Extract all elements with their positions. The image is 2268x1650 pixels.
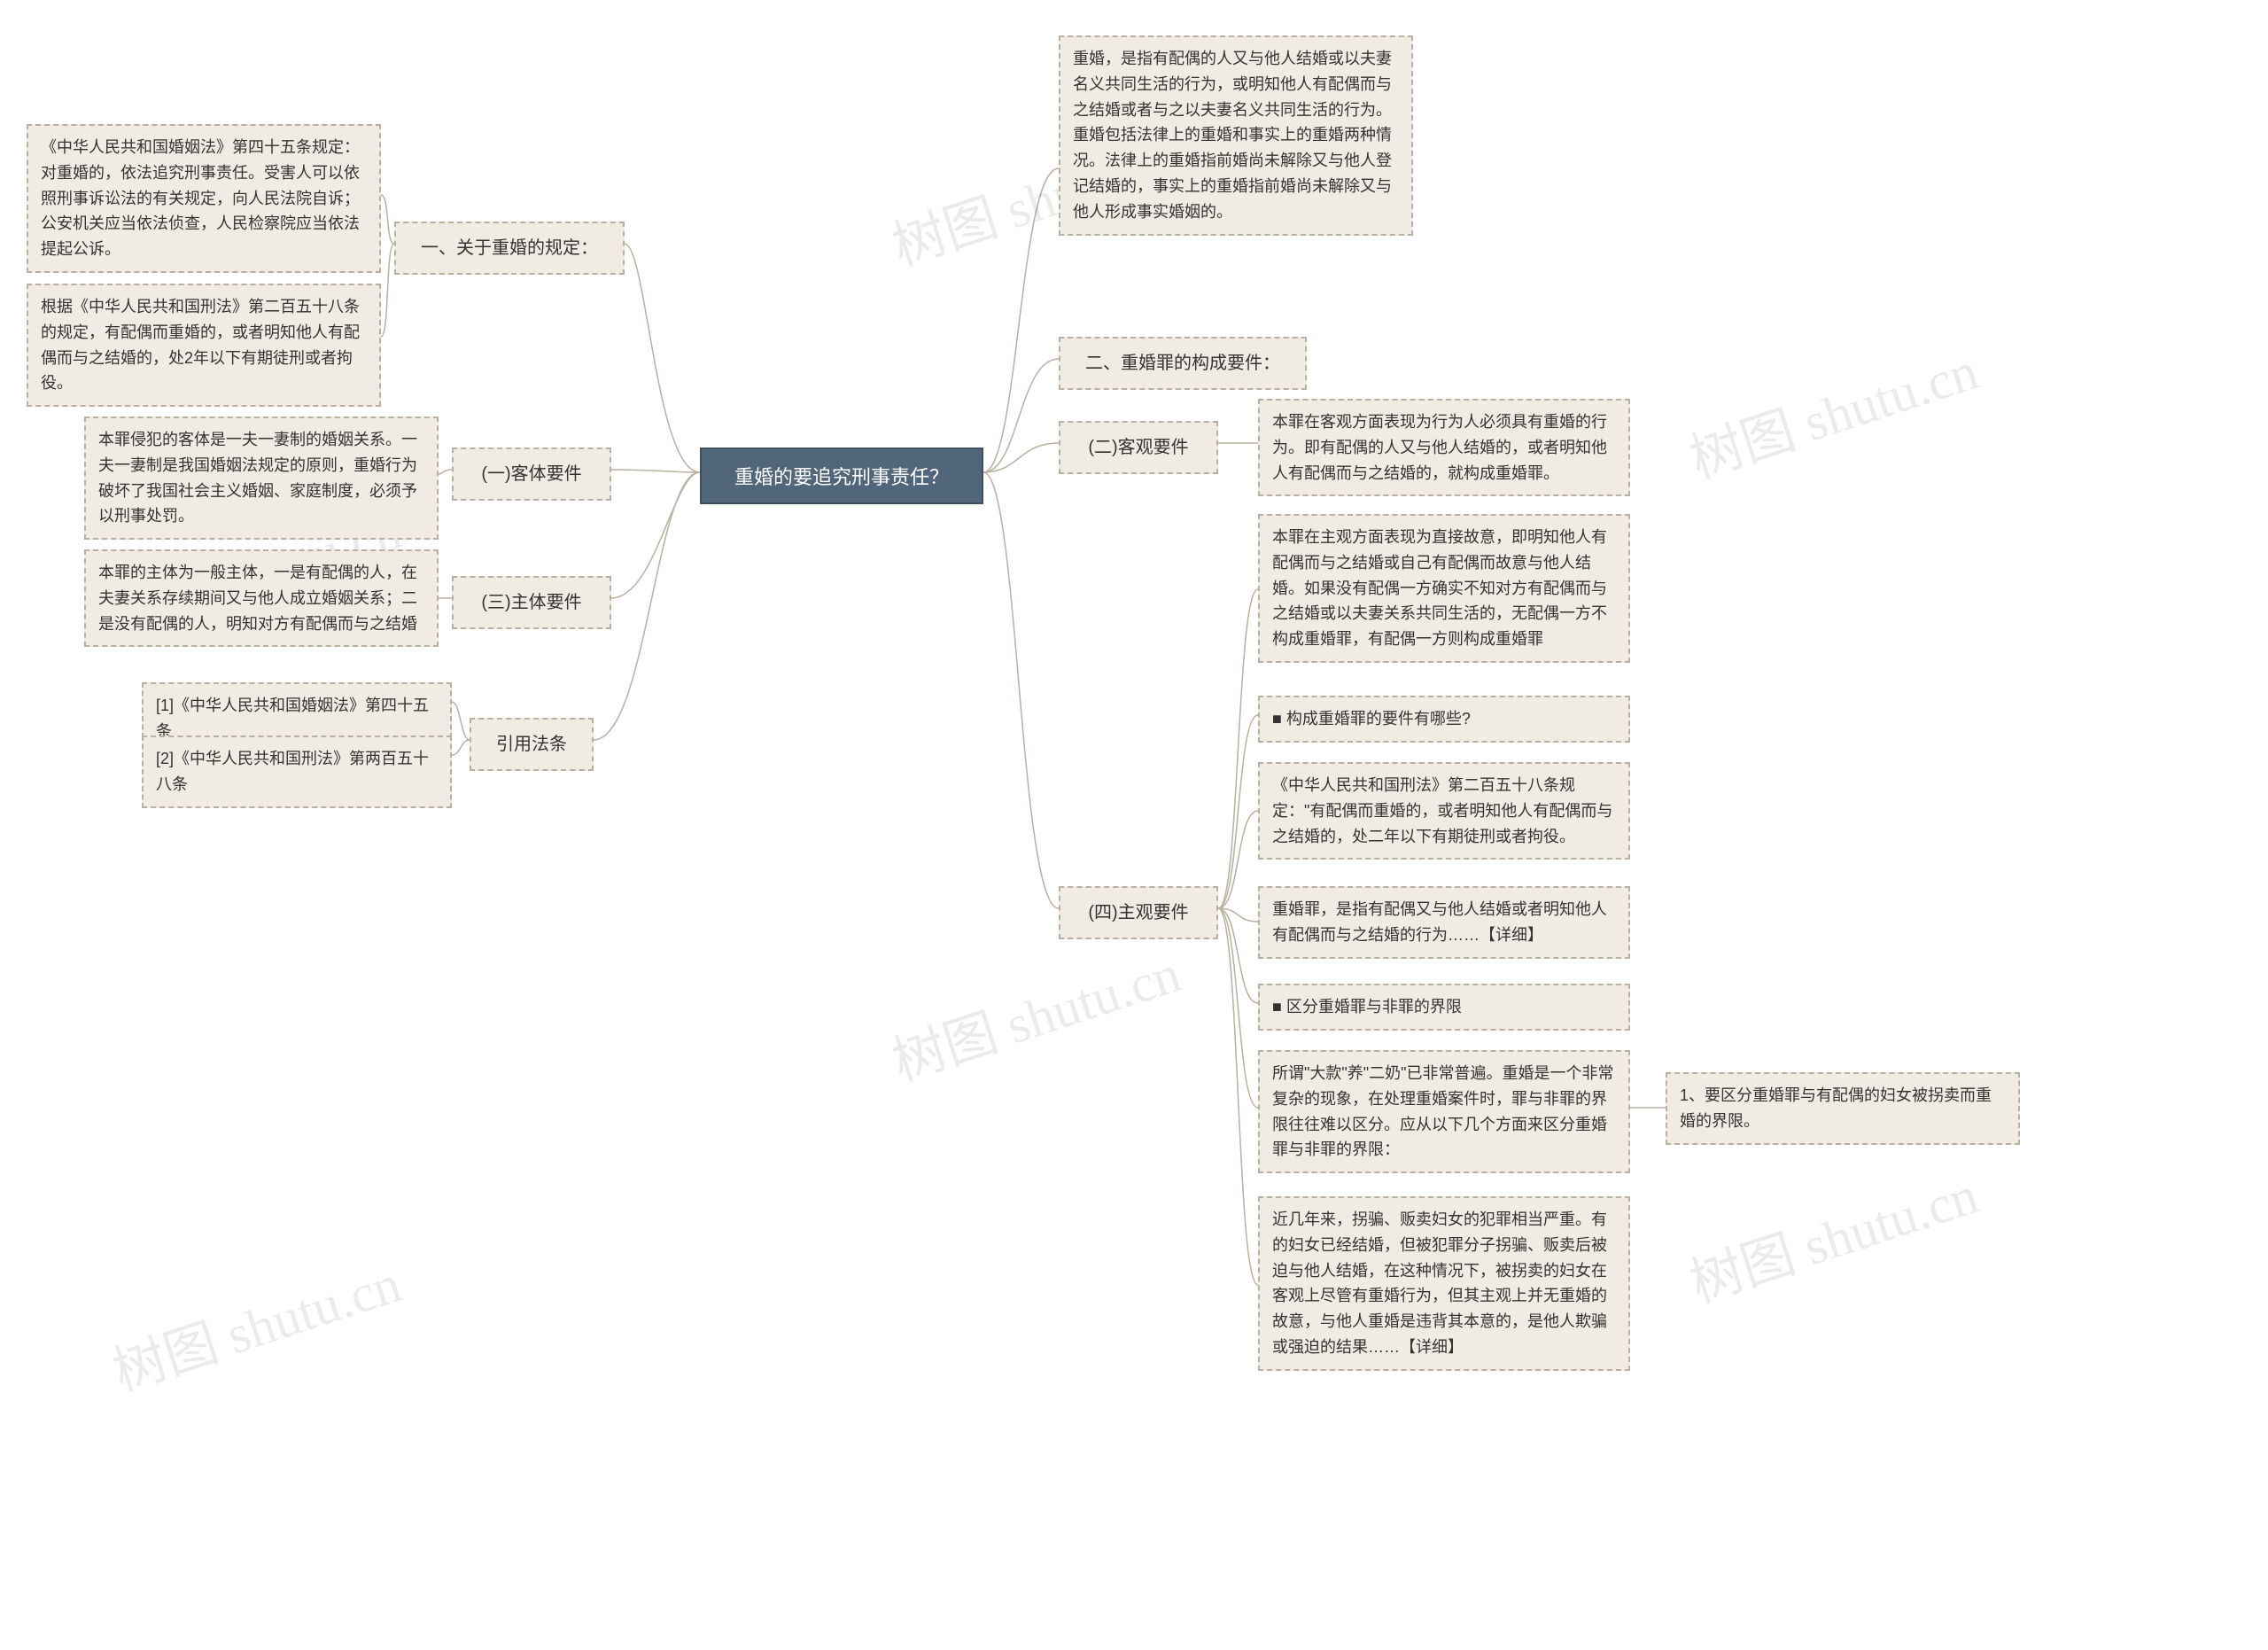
leaf-l4b: [2]《中华人民共和国刑法》第两百五十八条 [142,735,452,808]
watermark: 树图 shutu.cn [882,930,1189,1096]
cat-r1[interactable]: 二、重婚罪的构成要件： [1059,337,1307,390]
cat-r2[interactable]: (二)客观要件 [1059,421,1218,474]
cat-l4[interactable]: 引用法条 [470,718,594,771]
leaf-r3g: 近几年来，拐骗、贩卖妇女的犯罪相当严重。有的妇女已经结婚，但被犯罪分子拐骗、贩卖… [1258,1196,1630,1371]
leaf-r3f: 所谓"大款"养"二奶"已非常普遍。重婚是一个非常复杂的现象，在处理重婚案件时，罪… [1258,1050,1630,1173]
leaf-l1a: 《中华人民共和国婚姻法》第四十五条规定：对重婚的，依法追究刑事责任。受害人可以依… [27,124,381,273]
leaf-r2a: 本罪在客观方面表现为行为人必须具有重婚的行为。即有配偶的人又与他人结婚的，或者明… [1258,399,1630,496]
root-node[interactable]: 重婚的要追究刑事责任？ [700,448,983,504]
cat-l2[interactable]: (一)客体要件 [452,448,611,501]
cat-l3[interactable]: (三)主体要件 [452,576,611,629]
watermark: 树图 shutu.cn [1679,1152,1986,1318]
cat-l1[interactable]: 一、关于重婚的规定： [394,222,625,275]
leaf-l3a: 本罪的主体为一般主体，一是有配偶的人，在夫妻关系存续期间又与他人成立婚姻关系；二… [84,549,439,647]
leaf-r3e: ■ 区分重婚罪与非罪的界限 [1258,984,1630,1031]
cat-r3[interactable]: (四)主观要件 [1059,886,1218,939]
watermark: 树图 shutu.cn [1679,328,1986,494]
leaf-r0: 重婚，是指有配偶的人又与他人结婚或以夫妻名义共同生活的行为，或明知他人有配偶而与… [1059,35,1413,236]
leaf-r3c: 《中华人民共和国刑法》第二百五十八条规定："有配偶而重婚的，或者明知他人有配偶而… [1258,762,1630,860]
leaf-l1b: 根据《中华人民共和国刑法》第二百五十八条的规定，有配偶而重婚的，或者明知他人有配… [27,284,381,407]
leaf-r3a: 本罪在主观方面表现为直接故意，即明知他人有配偶而与之结婚或自己有配偶而故意与他人… [1258,514,1630,663]
leaf-r3b: ■ 构成重婚罪的要件有哪些? [1258,696,1630,743]
leaf-l2a: 本罪侵犯的客体是一夫一妻制的婚姻关系。一夫一妻制是我国婚姻法规定的原则，重婚行为… [84,416,439,540]
leaf-r3d: 重婚罪，是指有配偶又与他人结婚或者明知他人有配偶而与之结婚的行为……【详细】 [1258,886,1630,959]
leaf-r3f1: 1、要区分重婚罪与有配偶的妇女被拐卖而重婚的界限。 [1666,1072,2020,1145]
watermark: 树图 shutu.cn [102,1241,409,1406]
